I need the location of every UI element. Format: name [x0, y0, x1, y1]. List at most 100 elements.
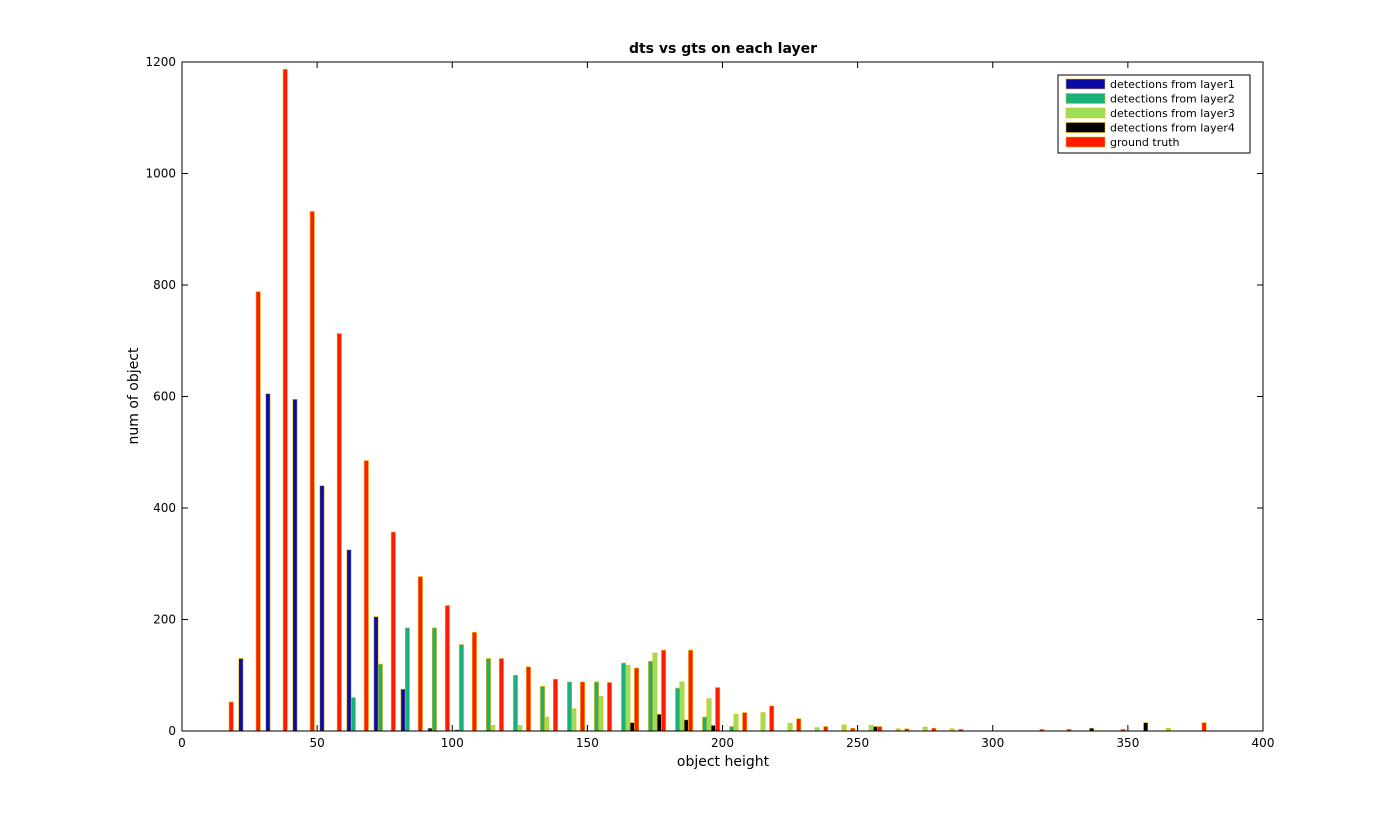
y-tick-labels: 0 200 400 600 800 1000 1200 [145, 55, 176, 738]
plot-area [182, 62, 1263, 731]
bar-detections-from-layer3-215 [760, 712, 766, 732]
bar-ground-truth-45 [309, 211, 315, 732]
x-tick-label: 350 [1116, 736, 1139, 750]
bar-ground-truth-85 [417, 576, 423, 732]
bar-ground-truth-135 [553, 678, 558, 732]
legend-label: ground truth [1110, 136, 1180, 149]
x-tick-label: 150 [576, 736, 599, 750]
bar-detections-from-layer3-195 [706, 698, 712, 732]
bar-detections-from-layer2-175 [648, 661, 654, 732]
bar-detections-from-layer3-255 [868, 725, 874, 732]
legend-swatch [1065, 122, 1106, 133]
plot-frame [181, 61, 1264, 732]
bar-ground-truth-25 [255, 291, 261, 732]
bar-detections-from-layer3-185 [679, 681, 685, 732]
bar-detections-from-layer2-125 [513, 674, 518, 732]
bar-detections-from-layer4-255 [872, 726, 878, 732]
bar-ground-truth-95 [444, 605, 450, 732]
bar-detections-from-layer4-195 [710, 725, 716, 732]
bar-ground-truth-375 [1201, 722, 1207, 732]
bar-ground-truth-195 [715, 687, 721, 732]
bar-detections-from-layer1-75 [373, 616, 379, 732]
bar-ground-truth-235 [823, 726, 829, 732]
bar-ground-truth-105 [471, 632, 477, 732]
legend-swatch [1065, 107, 1106, 119]
bar-detections-from-layer2-185 [675, 687, 681, 732]
bar-detections-from-layer2-145 [567, 681, 573, 732]
bar-ground-truth-145 [580, 681, 585, 732]
y-tick-label: 600 [153, 390, 176, 404]
bar-detections-from-layer2-165 [621, 662, 627, 732]
x-tick-label: 50 [309, 736, 324, 750]
bar-detections-from-layer3-245 [841, 724, 847, 732]
bar-detections-from-layer2-135 [540, 686, 545, 732]
bar-detections-from-layer3-205 [733, 713, 739, 732]
bar-detections-from-layer4-355 [1143, 722, 1149, 732]
bar-ground-truth-55 [336, 333, 342, 732]
legend-swatch [1065, 136, 1106, 148]
chart-title: dts vs gts on each layer [629, 41, 817, 57]
bar-ground-truth-15 [228, 701, 234, 732]
legend-label: detections from layer2 [1110, 93, 1235, 106]
bar-detections-from-layer2-65 [350, 697, 356, 732]
bar-ground-truth-125 [525, 666, 531, 732]
bar-detections-from-layer1-45 [292, 398, 298, 732]
bar-detections-from-layer3-235 [814, 727, 820, 732]
x-tick-label: 300 [981, 736, 1004, 750]
bar-detections-from-layer3-115 [490, 725, 496, 732]
x-tick-label: 250 [846, 736, 869, 750]
x-tick-label: 400 [1252, 736, 1275, 750]
bar-detections-from-layer3-175 [652, 652, 658, 732]
y-tick-label: 1200 [145, 55, 176, 69]
bar-ground-truth-165 [634, 667, 640, 732]
bar-ground-truth-65 [363, 460, 369, 732]
bar-detections-from-layer3-165 [625, 664, 631, 732]
x-tick-label: 0 [178, 736, 186, 750]
x-tick-label: 100 [441, 736, 464, 750]
x-axis-label: object height [677, 754, 770, 770]
bar-detections-from-layer3-275 [922, 726, 928, 732]
legend-swatch [1065, 78, 1106, 90]
bar-detections-from-layer4-175 [656, 713, 662, 732]
bar-ground-truth-75 [390, 531, 396, 732]
bar-ground-truth-205 [742, 712, 748, 732]
bar-detections-from-layer2-75 [377, 663, 383, 732]
y-tick-label: 0 [168, 724, 176, 738]
legend-label: detections from layer4 [1110, 122, 1235, 135]
bar-detections-from-layer2-105 [458, 644, 464, 732]
bar-detections-from-layer1-65 [346, 549, 352, 732]
bar-ground-truth-175 [661, 649, 667, 732]
bar-detections-from-layer3-155 [598, 696, 604, 732]
y-axis-label: num of object [126, 347, 142, 444]
bar-detections-from-layer2-115 [485, 658, 491, 732]
x-tick-labels: 0 50 100 150 200 250 300 350 400 [178, 736, 1274, 750]
bar-detections-from-layer3-125 [517, 725, 523, 732]
bar-detections-from-layer3-225 [787, 722, 793, 732]
bar-ground-truth-185 [688, 649, 694, 732]
bar-detections-from-layer1-85 [400, 688, 406, 732]
bar-ground-truth-155 [607, 682, 612, 732]
bar-detections-from-layer2-95 [431, 627, 437, 732]
bar-detections-from-layer3-135 [544, 716, 550, 732]
y-tick-label: 800 [153, 278, 176, 292]
legend-label: detections from layer3 [1110, 107, 1235, 120]
bar-detections-from-layer2-195 [702, 716, 708, 732]
bar-ground-truth-115 [498, 658, 504, 732]
bar-detections-from-layer4-185 [683, 719, 689, 732]
bars-layer [228, 68, 1207, 732]
bar-ground-truth-225 [796, 718, 802, 732]
bar-detections-from-layer3-145 [571, 708, 577, 732]
bar-detections-from-layer1-35 [265, 393, 271, 732]
x-tick-label: 200 [711, 736, 734, 750]
bar-ground-truth-215 [769, 705, 775, 732]
bar-detections-from-layer2-155 [594, 681, 600, 732]
legend-label: detections from layer1 [1110, 78, 1235, 91]
legend-swatch [1065, 93, 1106, 104]
bar-detections-from-layer4-165 [629, 722, 635, 732]
bar-detections-from-layer2-205 [729, 726, 735, 732]
bar-detections-from-layer1-55 [319, 485, 325, 732]
bar-ground-truth-255 [877, 726, 883, 732]
y-tick-label: 1000 [145, 167, 176, 181]
y-tick-label: 200 [153, 613, 176, 627]
